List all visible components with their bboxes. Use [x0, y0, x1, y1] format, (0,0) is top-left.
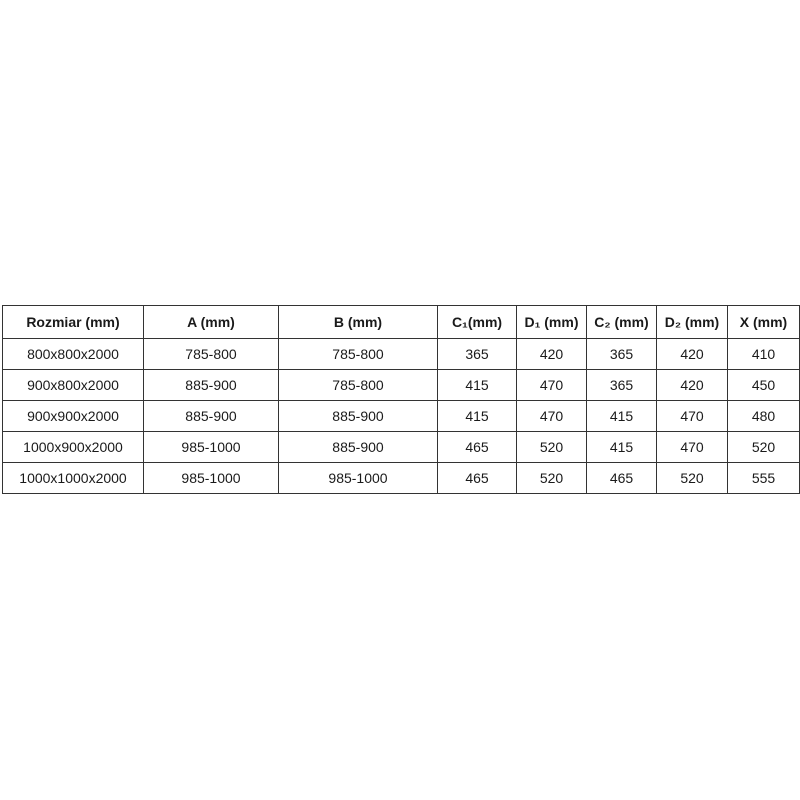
table-cell: 520	[516, 431, 587, 463]
table-cell: 885-900	[278, 400, 438, 432]
table-cell: 900x800x2000	[2, 369, 144, 401]
table-cell: 885-900	[143, 369, 279, 401]
table-cell: 420	[516, 338, 587, 370]
header-row: Rozmiar (mm) A (mm) B (mm) C₁(mm) D₁ (mm) C₂ …	[2, 305, 800, 339]
table-cell: 555	[727, 462, 800, 494]
dimensions-table: Rozmiar (mm) A (mm) B (mm) C₁(mm) D₁ (mm) C₂ …	[2, 305, 800, 494]
table-cell: 480	[727, 400, 800, 432]
table-cell: 470	[656, 400, 728, 432]
column-header: Rozmiar (mm)	[2, 305, 144, 339]
table-cell: 410	[727, 338, 800, 370]
table-row: 900x800x2000 885-900 785-800 415 470 365 420 45…	[2, 369, 800, 401]
table-cell: 465	[437, 462, 517, 494]
table-cell: 470	[516, 400, 587, 432]
table-cell: 785-800	[278, 338, 438, 370]
column-header: C₂ (mm)	[586, 305, 657, 339]
table-cell: 520	[656, 462, 728, 494]
table-cell: 470	[516, 369, 587, 401]
table-row: 900x900x2000 885-900 885-900 415 470 415 470 48…	[2, 400, 800, 432]
table-cell: 465	[437, 431, 517, 463]
table-cell: 415	[437, 369, 517, 401]
column-header: D₁ (mm)	[516, 305, 587, 339]
column-header: B (mm)	[278, 305, 438, 339]
column-header: D₂ (mm)	[656, 305, 728, 339]
table-cell: 1000x900x2000	[2, 431, 144, 463]
table-cell: 785-800	[278, 369, 438, 401]
table-cell: 365	[586, 338, 657, 370]
table-body: 800x800x2000 785-800 785-800 365 420 365 420 41…	[2, 338, 800, 494]
table-cell: 985-1000	[143, 431, 279, 463]
table-cell: 800x800x2000	[2, 338, 144, 370]
table-cell: 415	[586, 431, 657, 463]
table-cell: 900x900x2000	[2, 400, 144, 432]
table-cell: 885-900	[143, 400, 279, 432]
table-cell: 465	[586, 462, 657, 494]
table-row: 800x800x2000 785-800 785-800 365 420 365 420 41…	[2, 338, 800, 370]
column-header: X (mm)	[727, 305, 800, 339]
table-cell: 420	[656, 369, 728, 401]
column-header: A (mm)	[143, 305, 279, 339]
table-cell: 885-900	[278, 431, 438, 463]
table-cell: 985-1000	[143, 462, 279, 494]
table-row: 1000x900x2000 985-1000 885-900 465 520 415 470…	[2, 431, 800, 463]
table-cell: 1000x1000x2000	[2, 462, 144, 494]
table-cell: 420	[656, 338, 728, 370]
table-cell: 365	[437, 338, 517, 370]
table-cell: 520	[516, 462, 587, 494]
table-cell: 520	[727, 431, 800, 463]
table-row: 1000x1000x2000 985-1000 985-1000 465 520 465 5…	[2, 462, 800, 494]
table-cell: 450	[727, 369, 800, 401]
table-cell: 985-1000	[278, 462, 438, 494]
table-cell: 415	[586, 400, 657, 432]
table-cell: 415	[437, 400, 517, 432]
table-cell: 365	[586, 369, 657, 401]
table-cell: 785-800	[143, 338, 279, 370]
table-cell: 470	[656, 431, 728, 463]
column-header: C₁(mm)	[437, 305, 517, 339]
